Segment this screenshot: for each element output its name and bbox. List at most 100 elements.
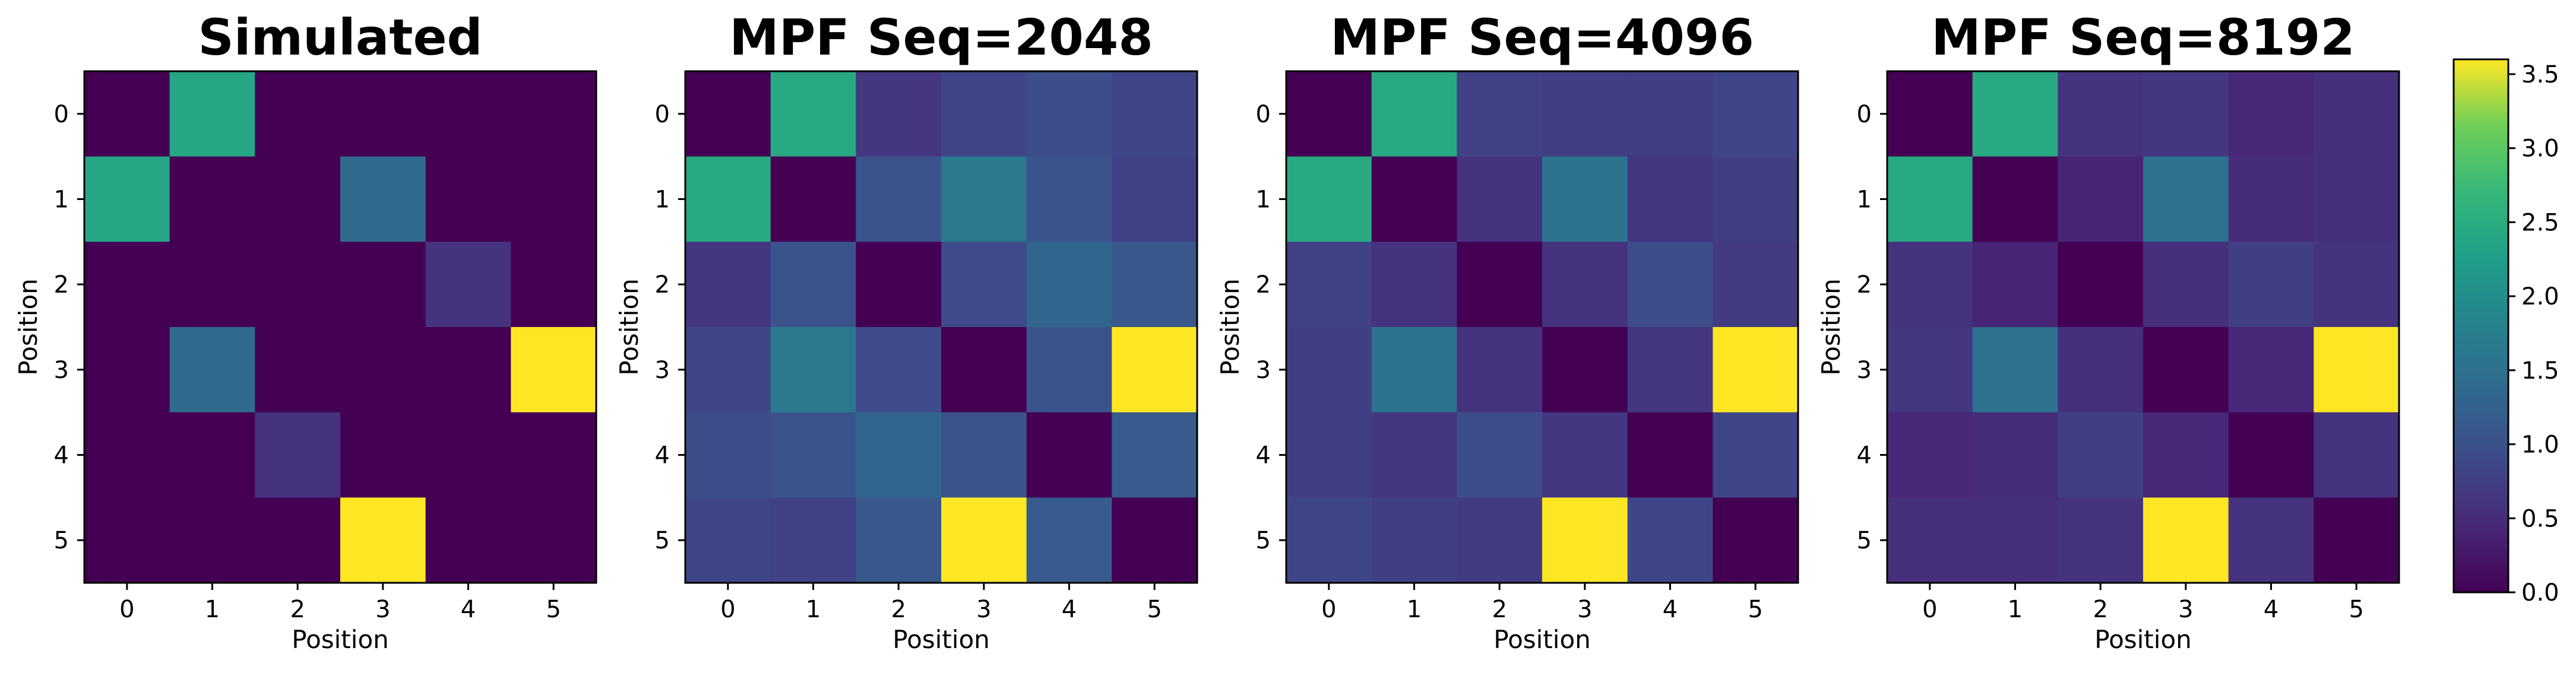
heatmap-cell <box>340 156 426 242</box>
panel-title: MPF Seq=2048 <box>729 8 1153 66</box>
heatmap-cell <box>1112 71 1198 157</box>
heatmap-cell <box>1627 412 1713 498</box>
heatmap-cell <box>1371 156 1457 242</box>
heatmap-cell <box>1542 71 1628 157</box>
heatmap-cell <box>2058 327 2144 413</box>
heatmap-cell <box>770 412 856 498</box>
heatmap-cell <box>255 242 341 328</box>
heatmap-cell <box>425 412 511 498</box>
x-axis-label: Position <box>893 625 990 654</box>
heatmap-cell <box>1112 497 1198 583</box>
heatmap-cell <box>1713 327 1799 413</box>
heatmap-cell <box>1371 327 1457 413</box>
heatmap-cell <box>1457 327 1543 413</box>
y-tick-label: 5 <box>1256 527 1271 554</box>
heatmap-panel: Simulated 0 1 2 3 4 5 0 1 2 3 4 5 Position Position <box>14 8 597 654</box>
y-tick-label: 2 <box>1857 271 1872 299</box>
heatmap-cell <box>255 327 341 413</box>
y-tick-label: 1 <box>54 186 69 214</box>
heatmap-cell <box>425 327 511 413</box>
x-tick-label: 4 <box>2264 596 2278 623</box>
heatmap-cell <box>255 412 341 498</box>
heatmap-cell <box>2314 497 2400 583</box>
colorbar-frame <box>2452 58 2509 594</box>
heatmap-cell <box>770 242 856 328</box>
colorbar-tick-label: 2.5 <box>2521 209 2559 236</box>
panel-title: MPF Seq=4096 <box>1330 8 1754 66</box>
heatmap-cell <box>1887 71 1973 157</box>
heatmap-cell <box>1972 497 2058 583</box>
heatmap-cell <box>1457 71 1543 157</box>
heatmap-cell <box>685 412 771 498</box>
y-tick-label: 2 <box>655 271 670 299</box>
x-tick-label: 4 <box>1663 596 1678 623</box>
heatmap-cell <box>1887 412 1973 498</box>
heatmap-cell <box>2314 327 2400 413</box>
heatmap-cell <box>2143 497 2229 583</box>
colorbar-tick-label: 1.5 <box>2521 357 2559 385</box>
y-tick-label: 4 <box>1857 442 1872 469</box>
heatmap-cell <box>856 327 942 413</box>
heatmap-cell <box>2314 71 2400 157</box>
heatmap-cell <box>425 242 511 328</box>
x-tick-label: 0 <box>1321 596 1336 623</box>
x-tick-label: 1 <box>2008 596 2023 623</box>
heatmap-cell <box>1286 156 1372 242</box>
plot-frame <box>684 70 1198 584</box>
heatmap-cell <box>1026 242 1112 328</box>
heatmap-cell <box>340 412 426 498</box>
colorbar-tick-label: 3.5 <box>2521 61 2559 88</box>
heatmap-cell <box>2058 156 2144 242</box>
heatmap-cell <box>255 497 341 583</box>
heatmap-cell <box>511 412 597 498</box>
plot-frame <box>1886 70 2400 584</box>
heatmap-cell <box>1627 497 1713 583</box>
y-axis-label: Position <box>1817 278 1846 376</box>
heatmap-cell <box>2058 242 2144 328</box>
heatmap-cell <box>856 242 942 328</box>
x-tick-label: 4 <box>461 596 476 623</box>
heatmap-cell <box>340 242 426 328</box>
heatmap-cell <box>2314 412 2400 498</box>
heatmap-cell <box>770 156 856 242</box>
plot-frame <box>1285 70 1799 584</box>
colorbar-tick-label: 0.0 <box>2521 579 2559 607</box>
y-tick-label: 5 <box>1857 527 1872 554</box>
heatmap-cell <box>2228 156 2314 242</box>
heatmap-cell <box>941 71 1027 157</box>
heatmap-cell <box>1972 71 2058 157</box>
heatmap-cell <box>2314 242 2400 328</box>
heatmap-cell <box>84 242 170 328</box>
heatmap-cell <box>2228 71 2314 157</box>
y-tick-label: 3 <box>655 357 670 384</box>
colorbar-tick-label: 2.0 <box>2521 283 2559 310</box>
heatmap-cell <box>169 497 255 583</box>
colorbar-gradient <box>2454 59 2508 592</box>
heatmap-cell <box>856 156 942 242</box>
x-tick-label: 2 <box>1492 596 1507 623</box>
heatmap-cell <box>1112 327 1198 413</box>
y-tick-label: 1 <box>1256 186 1271 214</box>
heatmap-cell <box>1887 242 1973 328</box>
heatmap-cell <box>340 497 426 583</box>
heatmap-cell <box>1713 412 1799 498</box>
x-tick-label: 3 <box>976 596 991 623</box>
heatmap-cell <box>2058 71 2144 157</box>
colorbar: 0.0 0.5 1.0 1.5 2.0 2.5 3.0 3.5 <box>2452 58 2559 607</box>
y-axis-label: Position <box>14 278 43 376</box>
heatmap-cell <box>685 242 771 328</box>
y-tick-label: 2 <box>1256 271 1271 299</box>
heatmap-cell <box>1371 242 1457 328</box>
x-tick-label: 3 <box>2178 596 2193 623</box>
heatmap-cell <box>685 71 771 157</box>
heatmap-cell <box>1713 71 1799 157</box>
heatmap-cell <box>1972 412 2058 498</box>
heatmap-cell <box>770 497 856 583</box>
heatmap-cell <box>2228 327 2314 413</box>
heatmap-cell <box>1026 497 1112 583</box>
heatmap-cell <box>941 327 1027 413</box>
heatmap-cell <box>84 156 170 242</box>
heatmap-cell <box>1371 497 1457 583</box>
panel-title: MPF Seq=8192 <box>1931 8 2355 66</box>
